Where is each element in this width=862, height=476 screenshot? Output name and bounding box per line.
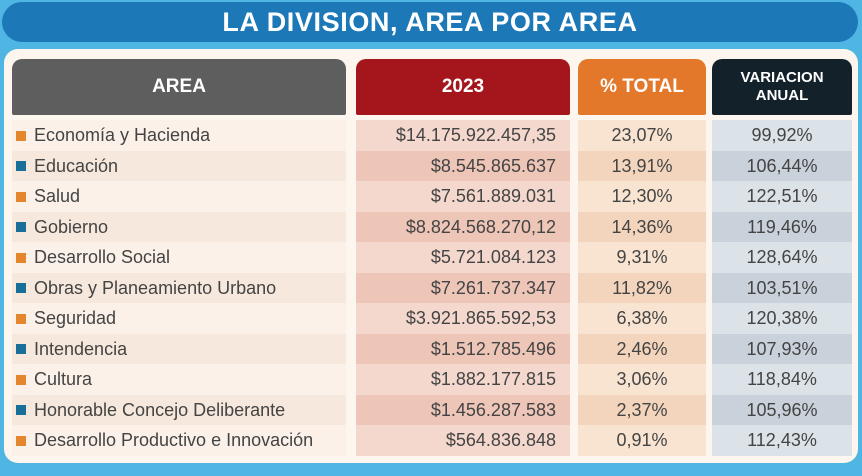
annual-change-cell: 120,38%: [712, 303, 852, 334]
table-row: Gobierno $8.824.568.270,12 14,36% 119,46%: [4, 212, 858, 242]
amount-2023-cell: $8.824.568.270,12: [356, 212, 570, 242]
square-bullet-icon: [16, 161, 26, 171]
amount-2023-cell: $1.882.177.815: [356, 364, 570, 395]
area-cell: Seguridad: [12, 303, 346, 334]
percent-total-cell: 23,07%: [578, 120, 706, 151]
annual-change-cell: 107,93%: [712, 334, 852, 364]
amount-2023-cell: $1.512.785.496: [356, 334, 570, 364]
annual-change-cell: 106,44%: [712, 151, 852, 181]
area-label: Cultura: [34, 369, 93, 389]
annual-change-cell: 118,84%: [712, 364, 852, 395]
percent-total-cell: 2,37%: [578, 395, 706, 425]
budget-table: AREA 2023 % TOTAL VARIACION ANUAL Econom…: [4, 49, 858, 463]
annual-change-cell: 112,43%: [712, 425, 852, 456]
square-bullet-icon: [16, 405, 26, 415]
area-label: Obras y Planeamiento Urbano: [34, 277, 277, 298]
area-label: Desarrollo Social: [34, 247, 171, 267]
percent-total-cell: 6,38%: [578, 303, 706, 334]
percent-total-cell: 2,46%: [578, 334, 706, 364]
square-bullet-icon: [16, 435, 26, 446]
amount-2023-cell: $7.261.737.347: [356, 273, 570, 303]
area-cell: Intendencia: [12, 334, 346, 364]
table-row: Desarrollo Productivo e Innovación $564.8…: [4, 425, 858, 456]
table-row: Educación $8.545.865.637 13,91% 106,44%: [4, 151, 858, 181]
area-cell: Honorable Concejo Deliberante: [12, 395, 346, 425]
square-bullet-icon: [16, 313, 26, 324]
table-row: Economía y Hacienda $14.175.922.457,35 23,…: [4, 120, 858, 151]
table-row: Intendencia $1.512.785.496 2,46% 107,93%: [4, 334, 858, 364]
annual-change-cell: 103,51%: [712, 273, 852, 303]
area-cell: Desarrollo Productivo e Innovación: [12, 425, 346, 456]
percent-total-cell: 9,31%: [578, 242, 706, 273]
amount-2023-cell: $5.721.084.123: [356, 242, 570, 273]
table-row: Desarrollo Social $5.721.084.123 9,31% 128,…: [4, 242, 858, 273]
table-row: Cultura $1.882.177.815 3,06% 118,84%: [4, 364, 858, 395]
area-label: Gobierno: [34, 216, 109, 237]
column-header-percent-total: % TOTAL: [578, 59, 706, 115]
area-cell: Desarrollo Social: [12, 242, 346, 273]
area-cell: Obras y Planeamiento Urbano: [12, 273, 346, 303]
percent-total-cell: 0,91%: [578, 425, 706, 456]
area-cell: Gobierno: [12, 212, 346, 242]
square-bullet-icon: [16, 374, 26, 385]
amount-2023-cell: $1.456.287.583: [356, 395, 570, 425]
column-header-2023: 2023: [356, 59, 570, 115]
table-row: Seguridad $3.921.865.592,53 6,38% 120,38%: [4, 303, 858, 334]
amount-2023-cell: $8.545.865.637: [356, 151, 570, 181]
area-cell: Economía y Hacienda: [12, 120, 346, 151]
annual-change-cell: 128,64%: [712, 242, 852, 273]
annual-change-cell: 99,92%: [712, 120, 852, 151]
table-row: Obras y Planeamiento Urbano $7.261.737.34…: [4, 273, 858, 303]
amount-2023-cell: $3.921.865.592,53: [356, 303, 570, 334]
area-label: Desarrollo Productivo e Innovación: [34, 430, 314, 450]
square-bullet-icon: [16, 130, 26, 141]
percent-total-cell: 14,36%: [578, 212, 706, 242]
annual-change-cell: 122,51%: [712, 181, 852, 212]
column-header-annual-change: VARIACION ANUAL: [712, 59, 852, 115]
percent-total-cell: 13,91%: [578, 151, 706, 181]
area-label: Educación: [34, 155, 119, 176]
percent-total-cell: 11,82%: [578, 273, 706, 303]
square-bullet-icon: [16, 252, 26, 263]
annual-change-cell: 119,46%: [712, 212, 852, 242]
column-header-area: AREA: [12, 59, 346, 115]
area-cell: Educación: [12, 151, 346, 181]
area-label: Intendencia: [34, 338, 128, 359]
table-body: Economía y Hacienda $14.175.922.457,35 23,…: [4, 120, 858, 456]
table-row: Salud $7.561.889.031 12,30% 122,51%: [4, 181, 858, 212]
percent-total-cell: 3,06%: [578, 364, 706, 395]
amount-2023-cell: $564.836.848: [356, 425, 570, 456]
area-label: Honorable Concejo Deliberante: [34, 399, 286, 420]
square-bullet-icon: [16, 222, 26, 232]
square-bullet-icon: [16, 191, 26, 202]
annual-change-cell: 105,96%: [712, 395, 852, 425]
area-label: Economía y Hacienda: [34, 125, 211, 145]
amount-2023-cell: $14.175.922.457,35: [356, 120, 570, 151]
table-row: Honorable Concejo Deliberante $1.456.287.…: [4, 395, 858, 425]
area-label: Seguridad: [34, 308, 117, 328]
square-bullet-icon: [16, 344, 26, 354]
area-label: Salud: [34, 186, 81, 206]
area-cell: Cultura: [12, 364, 346, 395]
amount-2023-cell: $7.561.889.031: [356, 181, 570, 212]
percent-total-cell: 12,30%: [578, 181, 706, 212]
area-cell: Salud: [12, 181, 346, 212]
page-title: LA DIVISION, AREA POR AREA: [2, 2, 858, 42]
square-bullet-icon: [16, 283, 26, 293]
